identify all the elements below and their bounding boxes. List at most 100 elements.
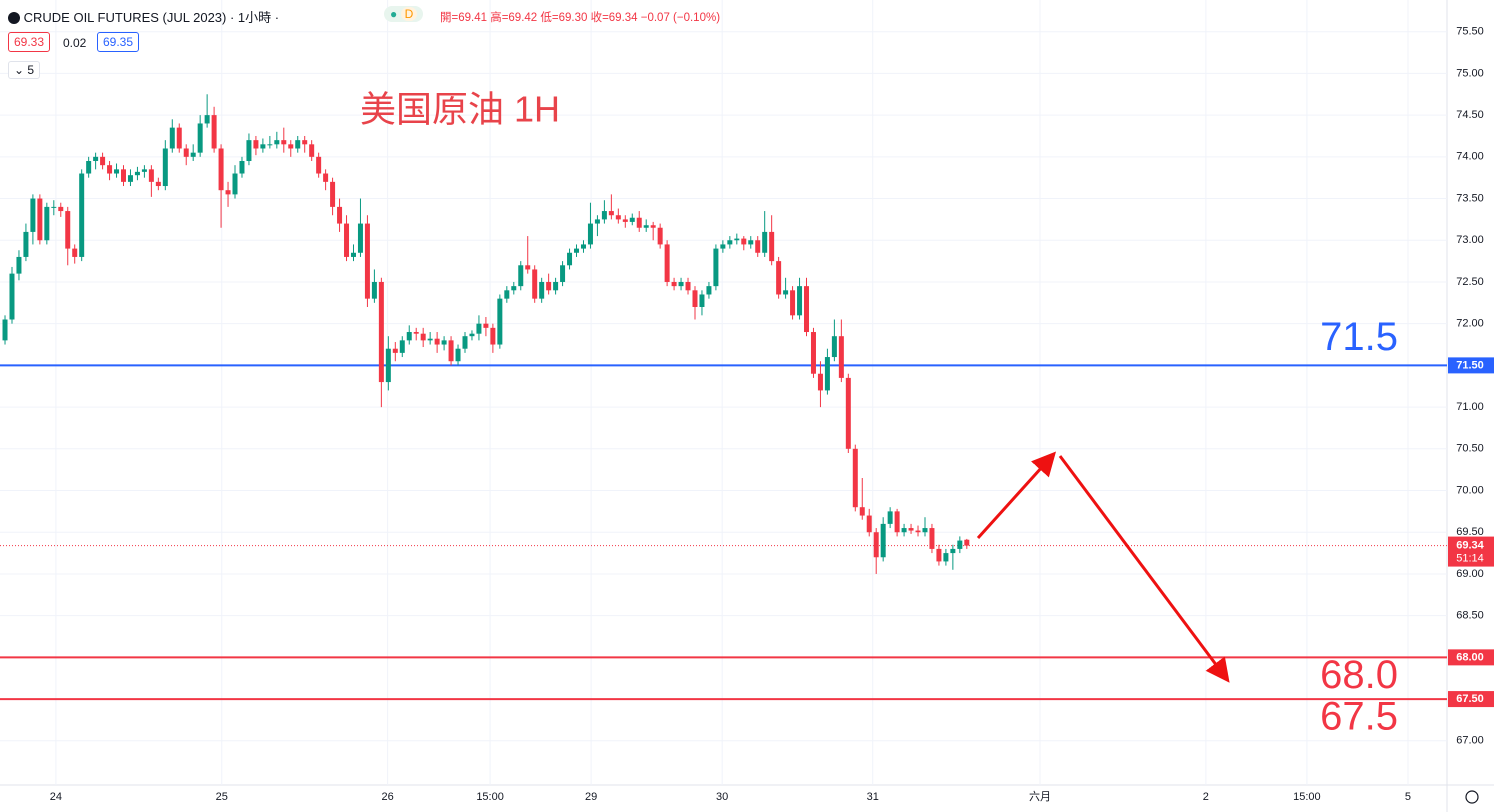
x-tick-label: 15:00 — [476, 791, 504, 803]
candle-body — [337, 206, 343, 224]
x-tick-label: 15:00 — [1293, 791, 1321, 803]
candle-body — [295, 140, 301, 149]
y-tick-label: 73.00 — [1456, 234, 1484, 246]
candle-body — [302, 140, 308, 145]
level-tag — [1448, 691, 1494, 708]
candle-body — [957, 540, 963, 549]
candle-body — [385, 348, 391, 383]
candle-body — [887, 511, 893, 524]
candle-body — [685, 281, 691, 291]
candle-body — [574, 248, 580, 253]
candle-body — [93, 156, 99, 162]
candle-body — [525, 265, 531, 270]
candle-body — [316, 156, 322, 174]
candle-body — [267, 144, 273, 146]
level-tag-label: 67.50 — [1456, 693, 1484, 705]
spread: 0.02 — [63, 36, 87, 50]
candle-body — [16, 256, 22, 274]
candle-body — [504, 290, 510, 299]
candle-body — [936, 548, 942, 562]
candle-body — [650, 225, 656, 228]
candle-body — [734, 238, 740, 241]
y-tick-label: 75.50 — [1456, 26, 1484, 38]
candle-body — [100, 156, 106, 166]
candle-body — [72, 248, 78, 257]
candle-body — [107, 165, 113, 174]
candle-body — [239, 161, 245, 174]
candle-body — [741, 238, 747, 245]
candle-body — [532, 269, 538, 299]
candle-body — [441, 340, 447, 345]
candle-body — [413, 332, 419, 334]
x-tick-label: 六月 — [1029, 790, 1051, 803]
candle-body — [922, 528, 928, 533]
symbol[interactable]: CRUDE OIL FUTURES (JUL 2023) · 1小時 · — [8, 7, 279, 26]
x-tick-label: 29 — [585, 791, 597, 803]
level-tag — [1448, 357, 1494, 374]
candle-body — [783, 290, 789, 295]
candle-body — [211, 115, 217, 149]
y-tick-label: 69.00 — [1456, 568, 1484, 580]
settings-icon[interactable] — [1465, 790, 1479, 804]
candle-body — [678, 281, 684, 287]
candle-body — [824, 357, 830, 391]
bid[interactable]: 69.33 — [8, 32, 51, 52]
candle-body — [448, 340, 454, 362]
candle-body — [657, 227, 663, 245]
candle-body — [9, 273, 15, 320]
y-tick-label: 74.50 — [1456, 109, 1484, 121]
y-tick-label: 75.00 — [1456, 67, 1484, 79]
candle-body — [497, 298, 503, 345]
candle-body — [901, 528, 907, 533]
candle-body — [330, 181, 336, 207]
candle-body — [720, 244, 726, 249]
candle-body — [629, 217, 635, 222]
candle-body — [929, 528, 935, 549]
candle-body — [183, 148, 189, 157]
candle-body — [469, 333, 475, 337]
candle-body — [539, 281, 545, 299]
candle-body — [831, 336, 837, 358]
countdown: 51:14 — [1456, 552, 1484, 564]
candle-body — [908, 528, 914, 531]
candle-body — [866, 515, 872, 533]
candle-body — [232, 173, 238, 195]
candle-body — [810, 332, 816, 374]
candle-body — [37, 198, 43, 241]
candle-body — [134, 171, 140, 176]
candle-body — [727, 240, 733, 245]
candle-body — [608, 211, 614, 216]
candle-body — [23, 231, 29, 257]
candle-body — [483, 323, 489, 328]
level-text: 71.5 — [1320, 315, 1398, 359]
candle-body — [553, 281, 559, 291]
x-tick-label: 5 — [1405, 791, 1411, 803]
candle-body — [155, 181, 161, 187]
candle-body — [260, 144, 266, 149]
candle-body — [30, 198, 36, 232]
candle-body — [65, 211, 71, 249]
last-price-tag — [1448, 536, 1494, 567]
candle-body — [127, 175, 133, 182]
level-tag — [1448, 649, 1494, 666]
candle-body — [114, 169, 120, 174]
candle-body — [204, 115, 210, 124]
candle-body — [309, 144, 315, 157]
candle-body — [350, 252, 356, 257]
candle-body — [511, 286, 517, 291]
candle-body — [364, 223, 370, 299]
candle-body — [176, 127, 182, 149]
candle-body — [378, 281, 384, 383]
y-tick-label: 72.50 — [1456, 276, 1484, 288]
candle-body — [357, 223, 363, 253]
level-text: 68.0 — [1320, 653, 1398, 697]
candle-body — [601, 211, 607, 220]
indicator-toggle[interactable]: ⌄ 5 — [8, 61, 41, 79]
candle-body — [594, 219, 600, 224]
candle-body — [281, 140, 287, 145]
candle-body — [218, 148, 224, 191]
status-badge[interactable]: ● D — [384, 6, 424, 22]
ask[interactable]: 69.35 — [97, 32, 140, 52]
y-tick-label: 67.00 — [1456, 735, 1484, 747]
candle-body — [560, 265, 566, 282]
